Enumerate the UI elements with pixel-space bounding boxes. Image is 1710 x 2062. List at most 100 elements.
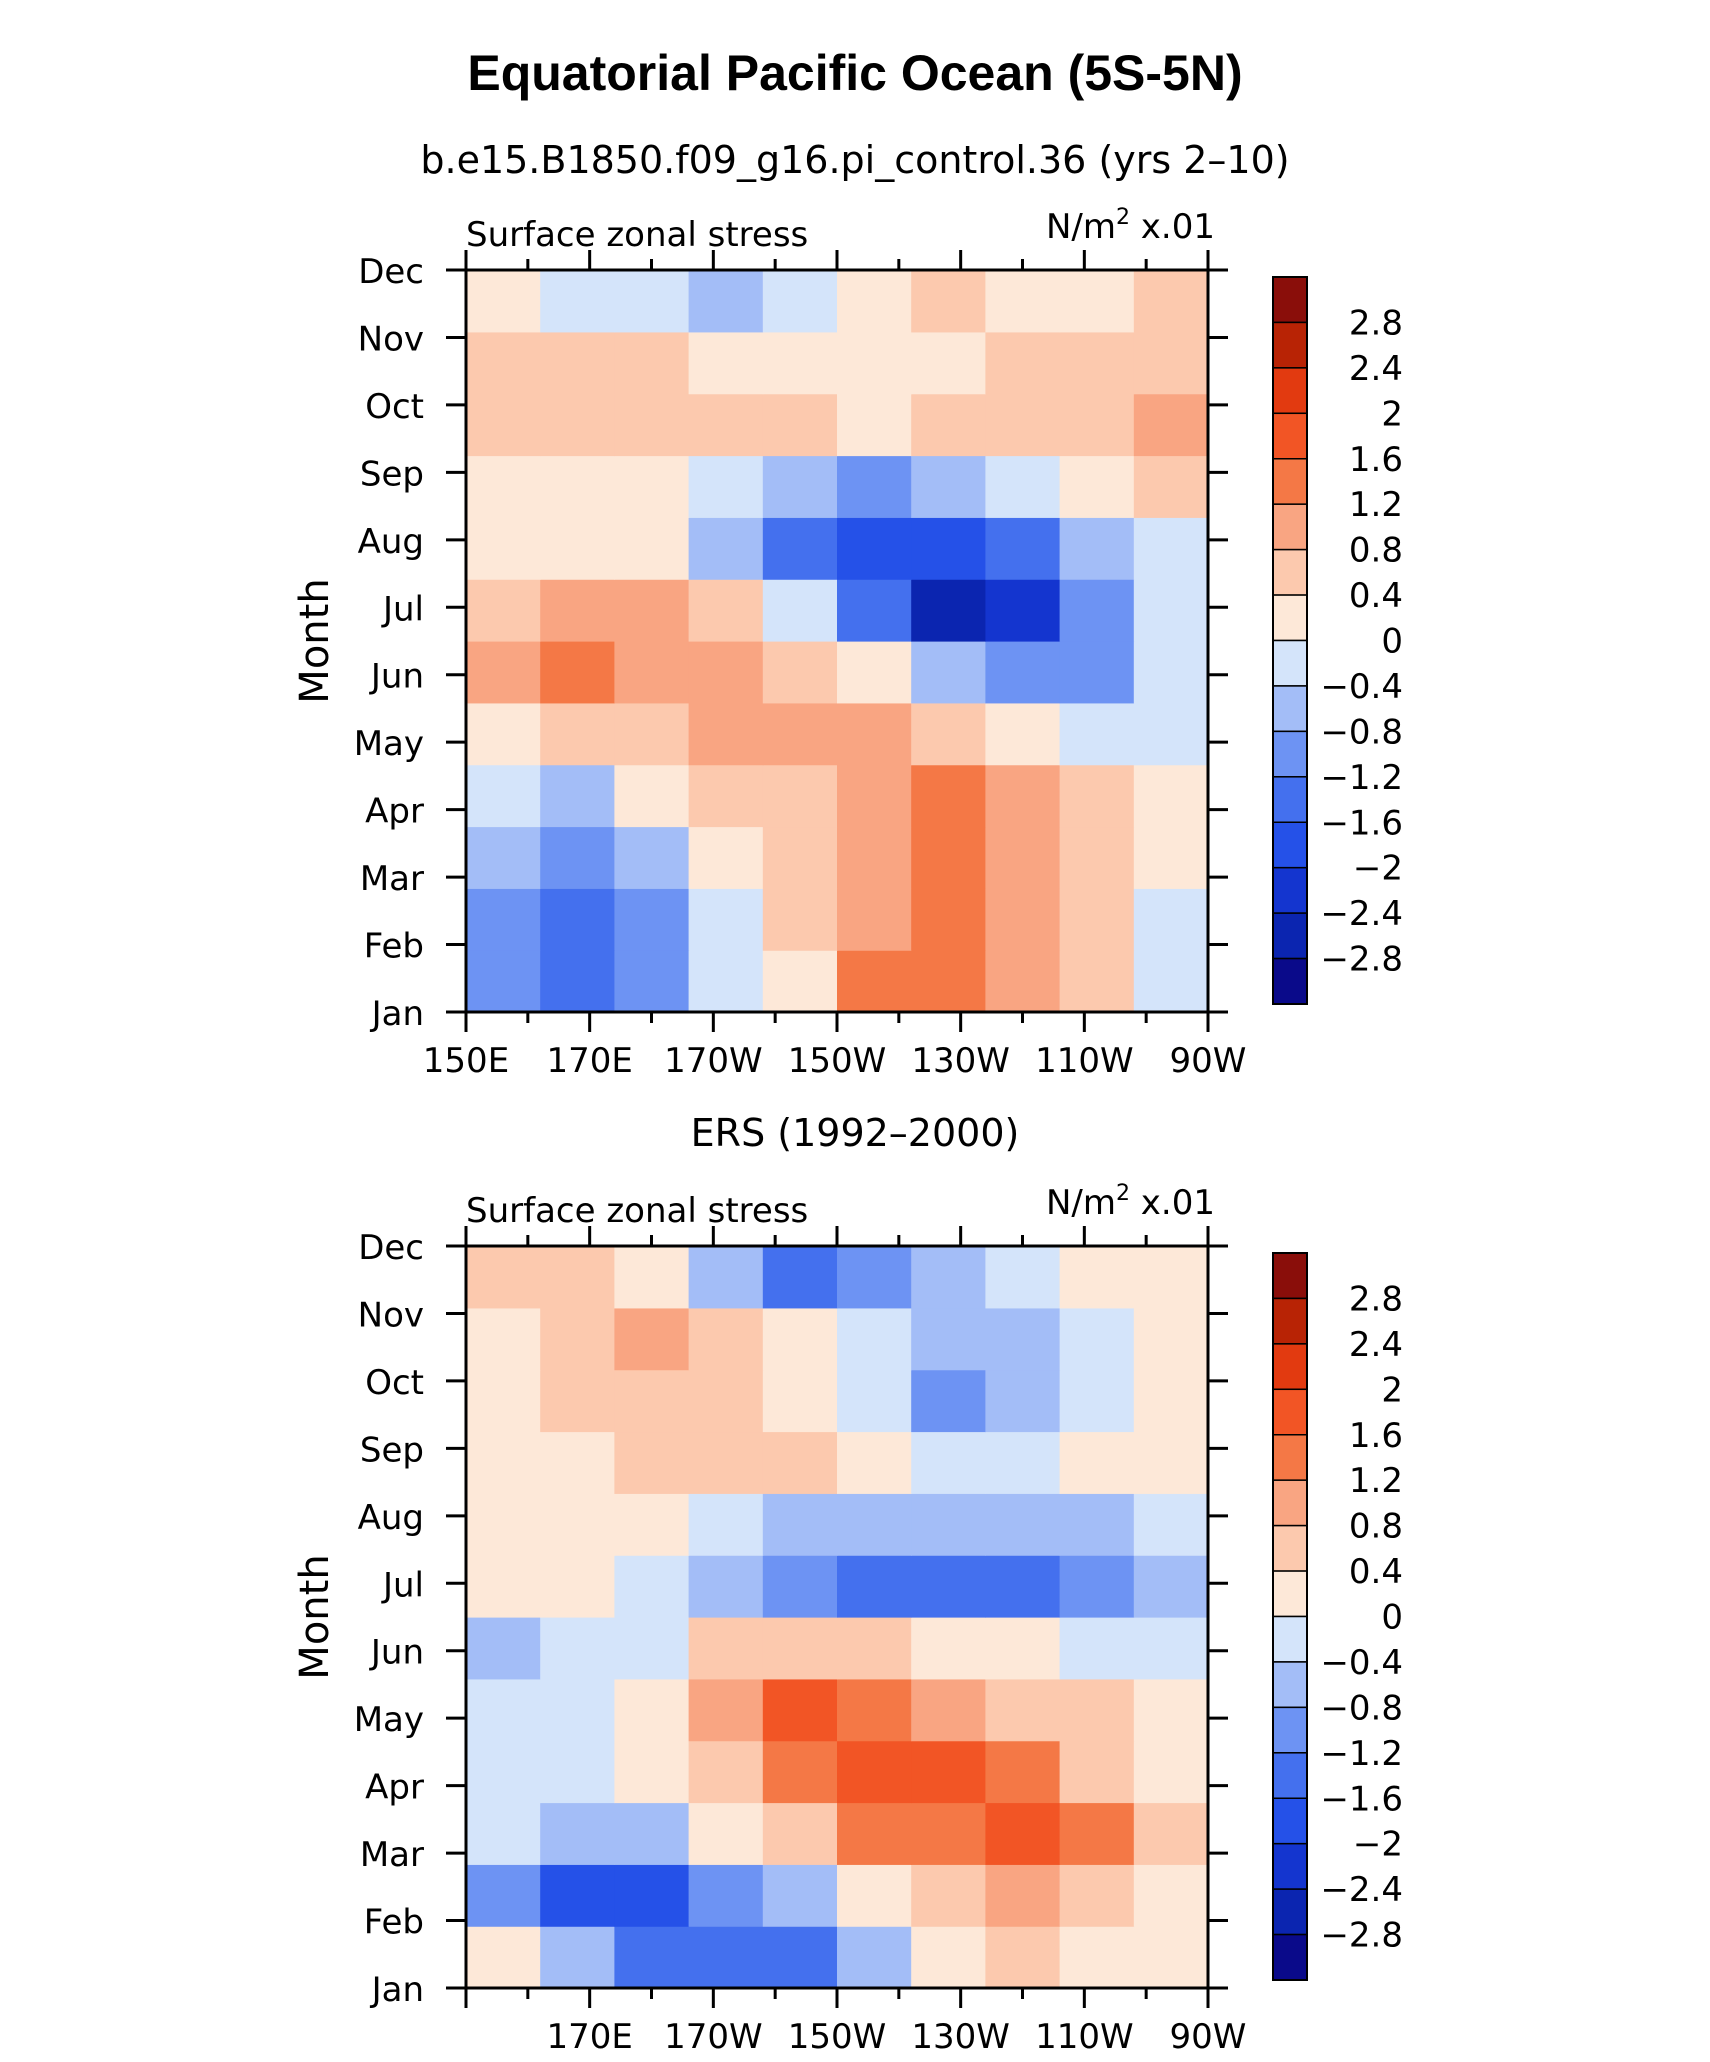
heatmap-cell <box>911 826 986 889</box>
heatmap-cell <box>540 888 615 951</box>
heatmap-cell <box>466 1802 541 1865</box>
heatmap-cell <box>837 826 912 889</box>
heatmap-cell <box>1059 517 1135 580</box>
heatmap-cell <box>985 702 1061 766</box>
x-tick-label: 130W <box>911 1041 1010 1081</box>
heatmap-cell <box>1059 393 1135 457</box>
heatmap-cell <box>1133 1431 1209 1494</box>
heatmap-cell <box>614 331 690 395</box>
heatmap-cell <box>911 331 986 395</box>
heatmap-cell <box>1133 579 1209 642</box>
y-tick-label: Sep <box>360 1430 424 1470</box>
heatmap-cell <box>688 1617 764 1680</box>
heatmap-cell <box>614 1802 690 1865</box>
heatmap-cell <box>540 1555 615 1618</box>
y-tick-label: Feb <box>364 927 424 967</box>
heatmap-cell <box>540 826 615 889</box>
heatmap-cell <box>466 579 541 642</box>
heatmap-cell <box>911 517 986 580</box>
heatmap-cell <box>614 1926 690 1989</box>
colorbar-box <box>1272 730 1308 778</box>
heatmap-cell <box>1059 331 1135 395</box>
colorbar-label: −1.6 <box>1320 1779 1403 1819</box>
heatmap-cell <box>985 1369 1061 1433</box>
y-tick-label: Nov <box>358 319 424 359</box>
heatmap-cell <box>466 1369 541 1433</box>
colorbar-box <box>1272 367 1308 415</box>
heatmap-cell <box>762 950 838 1013</box>
heatmap-cell <box>762 1493 838 1556</box>
y-tick-label: Aug <box>358 1498 424 1538</box>
heatmap-cell <box>911 579 986 642</box>
colorbar-box <box>1272 1888 1308 1936</box>
heatmap-cell <box>540 950 615 1013</box>
y-tick-label: May <box>354 1700 424 1740</box>
heatmap-cell <box>540 455 615 518</box>
heatmap-cell <box>540 1740 615 1804</box>
heatmap-cell <box>540 393 615 457</box>
colorbar-label: 1.6 <box>1349 1416 1403 1456</box>
heatmap-cell <box>1059 1926 1135 1989</box>
heatmap-cell <box>466 331 541 395</box>
heatmap-cell <box>1059 641 1135 704</box>
heatmap-cell <box>911 702 986 766</box>
heatmap-cell <box>837 270 912 333</box>
colorbar-box <box>1272 1252 1308 1300</box>
y-tick-label: Dec <box>358 1228 424 1268</box>
y-tick-label: Sep <box>360 454 424 494</box>
heatmap-cell <box>614 826 690 889</box>
heatmap-cell <box>466 1431 541 1494</box>
heatmap-cell <box>837 950 912 1013</box>
heatmap-cell <box>1133 393 1209 457</box>
heatmap-cell <box>1133 950 1209 1013</box>
heatmap-cell <box>614 888 690 951</box>
colorbar-label: −2.4 <box>1320 1870 1403 1910</box>
heatmap-cell <box>762 1678 838 1742</box>
y-tick-label: Oct <box>365 387 424 427</box>
heatmap-cell <box>1133 1617 1209 1680</box>
heatmap-cell <box>837 702 912 766</box>
heatmap-cell <box>985 950 1061 1013</box>
heatmap-panel-1: Jan Feb Mar Apr May Jun Jul Aug Sep Oct Nov Dec Mont… <box>292 205 1403 1081</box>
y-tick-label: Jul <box>381 589 424 629</box>
x-tick-label: 110W <box>1035 2017 1134 2057</box>
heatmap-cell <box>762 1617 838 1680</box>
heatmap-cell <box>911 1246 986 1309</box>
heatmap-cell <box>540 1926 615 1989</box>
heatmap-cell <box>466 1926 541 1989</box>
heatmap-cell <box>1059 888 1135 951</box>
heatmap-cell <box>1059 455 1135 518</box>
heatmap-cell <box>837 1864 912 1927</box>
heatmap-cell <box>466 888 541 951</box>
heatmap-cell <box>688 517 764 580</box>
heatmap-cell <box>1059 1864 1135 1927</box>
heatmap-cell <box>1133 517 1209 580</box>
heatmap-cell <box>614 1555 690 1618</box>
heatmap-cell <box>466 455 541 518</box>
heatmap-cell <box>911 888 986 951</box>
heatmap-cell <box>466 517 541 580</box>
panel-2-subtitle: ERS (1992–2000) <box>690 1111 1020 1155</box>
colorbar-label: 0 <box>1381 1598 1403 1638</box>
heatmap-cell <box>762 1246 838 1309</box>
colorbar-label: 0.8 <box>1349 1507 1403 1547</box>
heatmap-cell <box>1133 1307 1209 1371</box>
heatmap-cell <box>985 455 1061 518</box>
heatmap-cell <box>985 1555 1061 1618</box>
colorbar-box <box>1272 912 1308 960</box>
heatmap-cell <box>762 1369 838 1433</box>
heatmap-cell <box>466 1864 541 1927</box>
colorbar-label: −2 <box>1353 1825 1403 1865</box>
heatmap-cell <box>985 270 1061 333</box>
heatmap-cell <box>985 1617 1061 1680</box>
heatmap-cell <box>688 1802 764 1865</box>
colorbar-label: −1.2 <box>1320 1734 1403 1774</box>
heatmap-cell <box>614 1740 690 1804</box>
heatmap-cell <box>1133 1802 1209 1865</box>
heatmap-cell <box>837 1555 912 1618</box>
y-tick-label: Jan <box>370 994 424 1034</box>
heatmap-cell <box>540 1493 615 1556</box>
heatmap-cell <box>911 1493 986 1556</box>
colorbar-label: −1.2 <box>1320 758 1403 798</box>
colorbar-box <box>1272 866 1308 914</box>
